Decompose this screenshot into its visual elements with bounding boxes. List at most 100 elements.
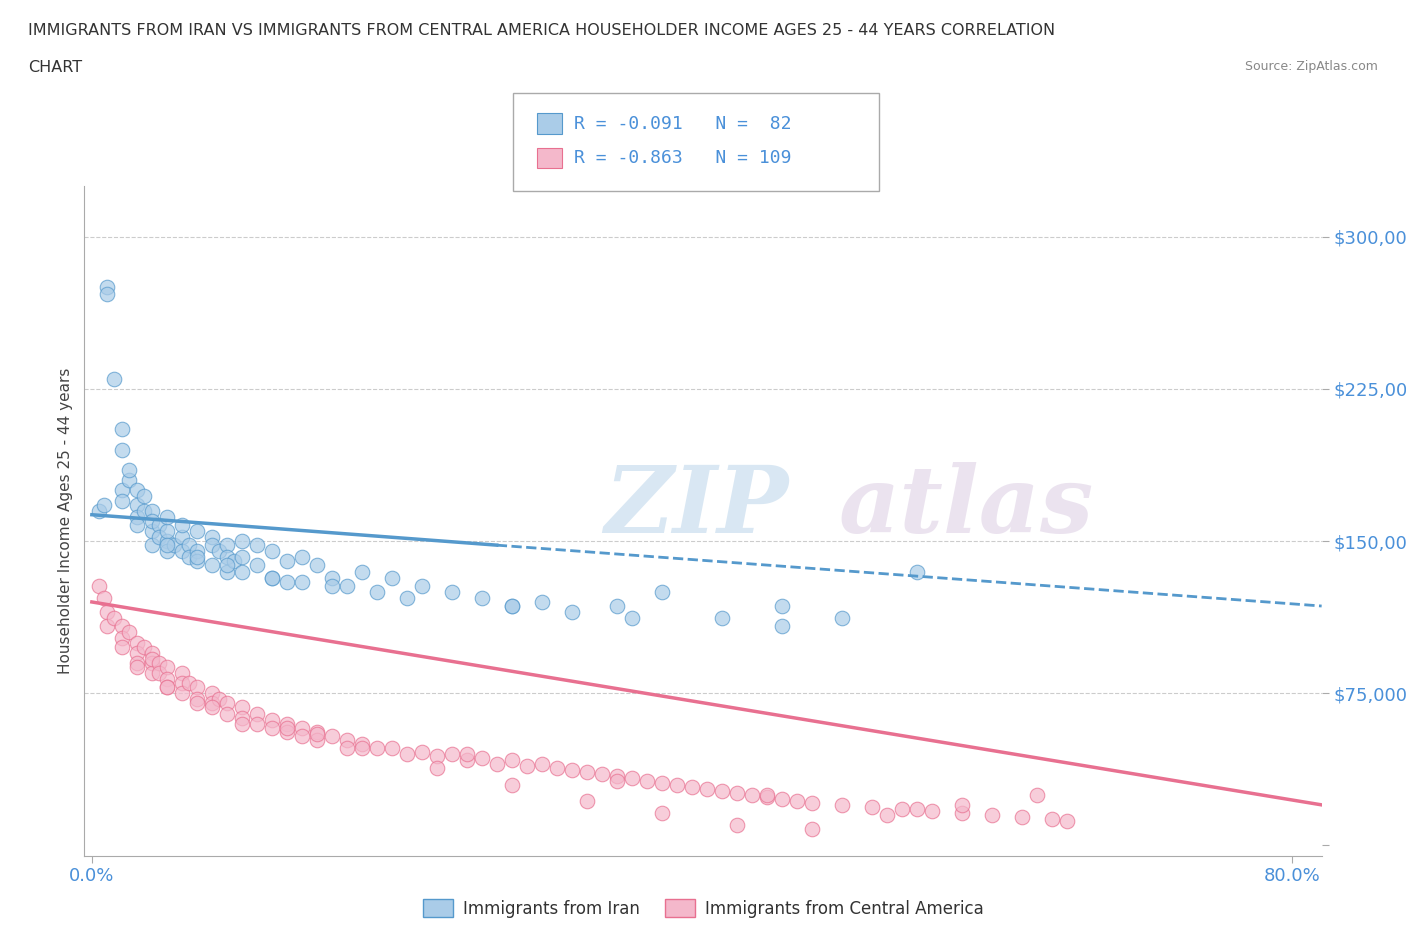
Point: [950, 797, 973, 812]
Point: [606, 769, 628, 784]
Point: [276, 724, 298, 739]
Point: [665, 777, 688, 792]
Point: [134, 489, 156, 504]
Point: [111, 483, 134, 498]
Point: [170, 685, 193, 700]
Point: [411, 745, 433, 760]
Point: [321, 570, 343, 585]
Point: [156, 510, 179, 525]
Point: [575, 765, 598, 780]
Point: [831, 611, 853, 626]
Point: [755, 790, 778, 804]
Point: [156, 524, 179, 538]
Point: [201, 529, 224, 544]
Point: [215, 565, 238, 579]
Point: [125, 659, 148, 674]
Point: [89, 578, 111, 593]
Point: [201, 685, 224, 700]
Point: [620, 771, 643, 786]
Point: [208, 544, 231, 559]
Point: [530, 757, 553, 772]
Point: [336, 578, 359, 593]
Point: [725, 817, 748, 832]
Point: [224, 554, 246, 569]
Point: [395, 747, 418, 762]
Point: [96, 604, 118, 619]
Point: [681, 779, 703, 794]
Point: [170, 666, 193, 681]
Point: [591, 767, 613, 782]
Point: [156, 659, 179, 674]
Point: [426, 761, 449, 776]
Point: [260, 570, 283, 585]
Legend: Immigrants from Iran, Immigrants from Central America: Immigrants from Iran, Immigrants from Ce…: [416, 893, 990, 924]
Point: [103, 611, 125, 626]
Point: [201, 538, 224, 552]
Point: [305, 724, 328, 739]
Point: [561, 604, 583, 619]
Point: [831, 797, 853, 812]
Point: [321, 578, 343, 593]
Point: [1040, 812, 1063, 827]
Point: [456, 747, 478, 762]
Point: [276, 716, 298, 731]
Point: [651, 805, 673, 820]
Point: [93, 591, 115, 605]
Point: [186, 554, 208, 569]
Point: [246, 538, 269, 552]
Point: [305, 558, 328, 573]
Point: [950, 805, 973, 820]
Point: [134, 639, 156, 654]
Text: R = -0.091   N =  82: R = -0.091 N = 82: [574, 114, 792, 133]
Point: [456, 752, 478, 767]
Text: atlas: atlas: [839, 462, 1094, 552]
Point: [111, 618, 134, 633]
Point: [291, 550, 314, 565]
Point: [179, 538, 201, 552]
Point: [148, 517, 170, 532]
Point: [246, 716, 269, 731]
Point: [321, 728, 343, 743]
Point: [231, 711, 253, 725]
Point: [800, 822, 823, 837]
Text: R = -0.863   N = 109: R = -0.863 N = 109: [574, 149, 792, 167]
Point: [651, 775, 673, 790]
Point: [148, 666, 170, 681]
Point: [620, 611, 643, 626]
Point: [163, 538, 186, 552]
Point: [186, 544, 208, 559]
Point: [201, 558, 224, 573]
Point: [905, 802, 928, 817]
Point: [231, 534, 253, 549]
Y-axis label: Householder Income Ages 25 - 44 years: Householder Income Ages 25 - 44 years: [58, 367, 73, 674]
Point: [260, 570, 283, 585]
Point: [921, 804, 943, 818]
Point: [170, 544, 193, 559]
Point: [111, 639, 134, 654]
Point: [980, 807, 1002, 822]
Point: [231, 700, 253, 715]
Point: [93, 498, 115, 512]
Point: [770, 618, 793, 633]
Point: [125, 483, 148, 498]
Point: [260, 544, 283, 559]
Point: [350, 565, 373, 579]
Point: [890, 802, 912, 817]
Point: [381, 570, 404, 585]
Point: [134, 503, 156, 518]
Point: [471, 751, 494, 765]
Point: [260, 721, 283, 736]
Point: [141, 666, 163, 681]
Point: [156, 538, 179, 552]
Point: [606, 773, 628, 788]
Text: Source: ZipAtlas.com: Source: ZipAtlas.com: [1244, 60, 1378, 73]
Point: [485, 757, 508, 772]
Point: [755, 788, 778, 803]
Point: [770, 791, 793, 806]
Point: [501, 599, 523, 614]
Point: [575, 793, 598, 808]
Point: [186, 696, 208, 711]
Point: [710, 611, 733, 626]
Point: [696, 781, 718, 796]
Point: [276, 574, 298, 589]
